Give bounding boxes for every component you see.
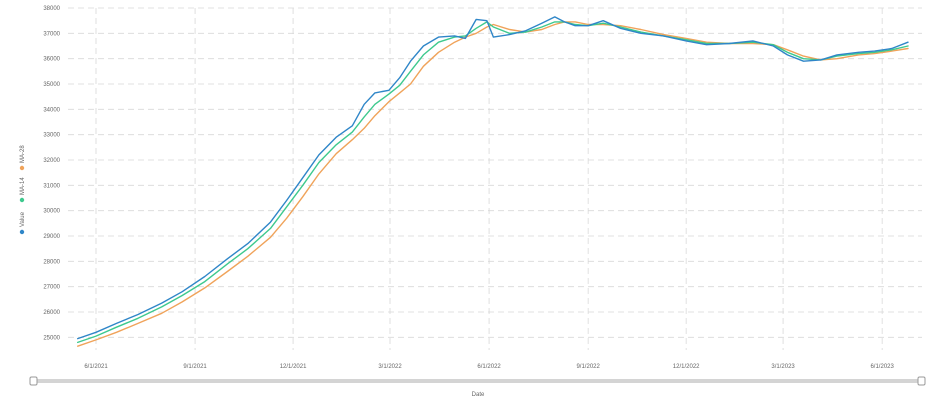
legend: Value MA-14 MA-28 — [19, 145, 26, 235]
y-tick-label: 28000 — [43, 259, 60, 265]
y-tick-label: 38000 — [43, 6, 60, 12]
y-tick-label: 34000 — [43, 107, 60, 113]
y-tick-label: 32000 — [43, 158, 60, 164]
y-tick-label: 36000 — [43, 57, 60, 63]
y-tick-label: 29000 — [43, 234, 60, 240]
legend-label: MA-28 — [20, 145, 26, 163]
y-tick-label: 30000 — [43, 209, 60, 215]
y-tick-label: 25000 — [43, 335, 60, 341]
series-lines — [77, 16, 909, 347]
legend-label: MA-14 — [20, 177, 26, 195]
x-tick-label: 9/1/2021 — [183, 364, 207, 370]
series-line-value — [77, 16, 909, 340]
legend-label: Value — [20, 211, 26, 227]
grid-lines — [68, 7, 922, 350]
y-tick-label: 35000 — [43, 82, 60, 88]
legend-marker — [19, 165, 25, 171]
range-slider-left-handle[interactable] — [29, 376, 38, 386]
legend-marker — [19, 197, 25, 203]
legend-marker — [19, 229, 25, 235]
x-tick-label: 6/1/2022 — [477, 364, 501, 370]
x-tick-label: 3/1/2022 — [378, 364, 402, 370]
x-axis: 6/1/2021 9/1/2021 12/1/2021 3/1/2022 6/1/202… — [84, 364, 894, 370]
x-tick-label: 9/1/2022 — [576, 364, 600, 370]
x-tick-label: 12/1/2022 — [673, 364, 700, 370]
range-slider-right-handle[interactable] — [917, 376, 926, 386]
y-tick-label: 26000 — [43, 310, 60, 316]
x-tick-label: 12/1/2021 — [280, 364, 307, 370]
y-tick-label: 37000 — [43, 31, 60, 37]
y-axis: 25000 26000 27000 28000 29000 30000 31000 32000… — [43, 6, 60, 341]
x-tick-label: 6/1/2023 — [870, 364, 894, 370]
range-slider[interactable] — [29, 376, 926, 386]
y-tick-label: 33000 — [43, 133, 60, 139]
x-tick-label: 3/1/2023 — [771, 364, 795, 370]
y-tick-label: 27000 — [43, 285, 60, 291]
x-tick-label: 6/1/2021 — [84, 364, 108, 370]
x-axis-label: Date — [472, 392, 485, 398]
y-tick-label: 31000 — [43, 183, 60, 189]
